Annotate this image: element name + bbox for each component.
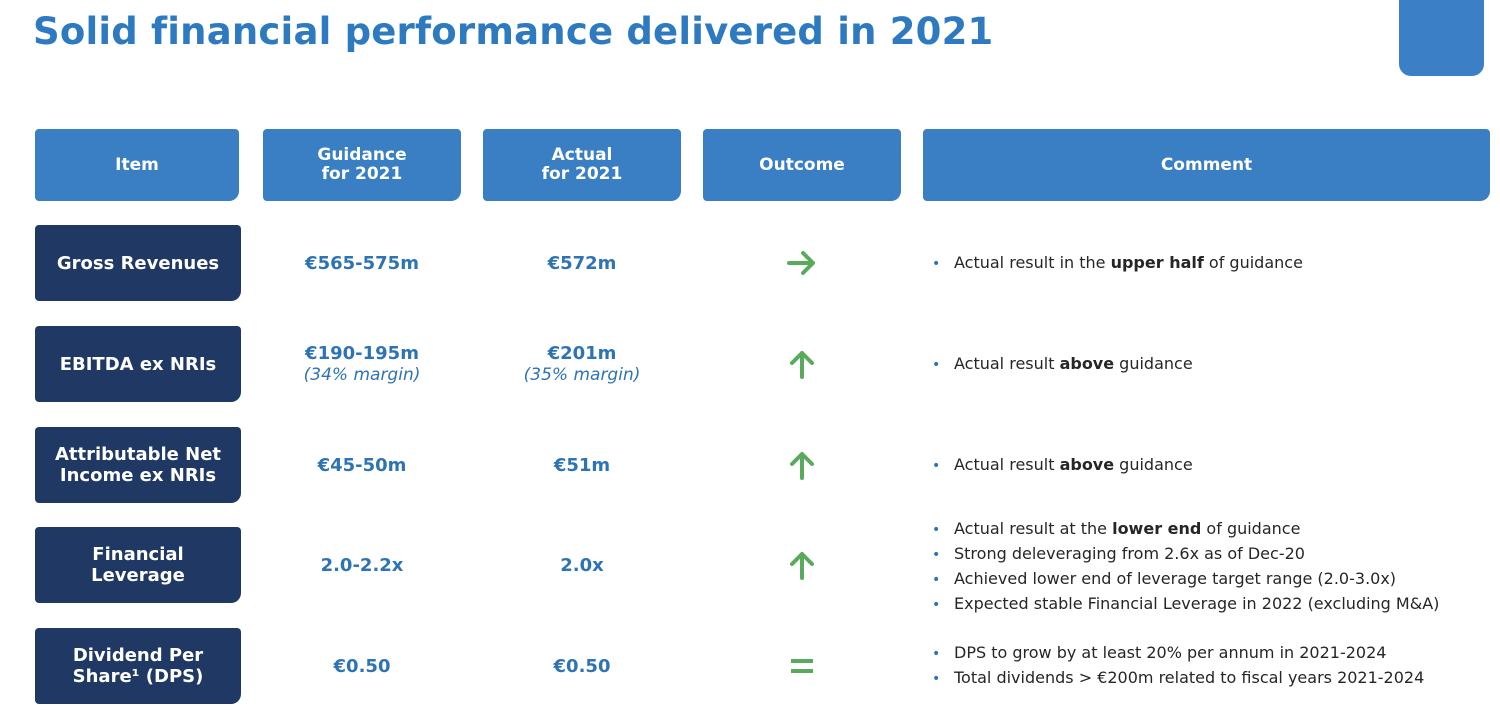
item-label-line2: Income ex NRIs (59, 465, 217, 486)
bullet-dot: • (932, 457, 941, 474)
bullet-dot: • (932, 597, 941, 613)
comment-bullet: • Actual result above guidance (930, 352, 1490, 377)
arrow-up-icon (790, 452, 814, 480)
header-actual-line1: Actual (551, 145, 613, 165)
guidance-value: €565-575m (305, 252, 419, 274)
header-comment: Comment (923, 129, 1490, 201)
comment-text: Achieved lower end of leverage target ra… (954, 569, 1397, 588)
comment-text: of guidance (1201, 519, 1301, 538)
guidance-cell: €565-575m (262, 225, 462, 301)
comment-bullet: • Strong deleveraging from 2.6x as of De… (930, 542, 1490, 567)
actual-sub: (35% margin) (523, 365, 641, 385)
guidance-cell: €0.50 (262, 628, 462, 704)
header-actual: Actual for 2021 (483, 129, 681, 201)
guidance-cell: 2.0-2.2x (262, 527, 462, 603)
guidance-cell: €190-195m (34% margin) (262, 326, 462, 402)
guidance-value: 2.0-2.2x (320, 554, 404, 576)
actual-value: €201m (547, 343, 617, 364)
actual-cell: 2.0x (482, 527, 682, 603)
comment-cell: • Actual result in the upper half of gui… (930, 225, 1490, 301)
guidance-value: €0.50 (333, 655, 391, 677)
actual-value: €572m (547, 252, 617, 274)
actual-value: €51m (553, 454, 611, 476)
actual-value: 2.0x (560, 554, 604, 576)
comment-text: Total dividends > €200m related to fisca… (954, 668, 1425, 687)
arrow-up-icon (790, 351, 814, 379)
bullet-dot: • (932, 356, 941, 373)
comment-bullet: • Achieved lower end of leverage target … (930, 567, 1490, 592)
comment-cell: • DPS to grow by at least 20% per annum … (930, 628, 1490, 704)
row-item: EBITDA ex NRIs (35, 326, 241, 402)
comment-cell: • Actual result above guidance (930, 326, 1490, 402)
bullet-dot: • (932, 572, 941, 588)
arrow-up-icon (790, 552, 814, 580)
guidance-value: €190-195m (305, 343, 419, 364)
bullet-dot: • (932, 522, 941, 538)
row-item: Gross Revenues (35, 225, 241, 301)
header-actual-line2: for 2021 (541, 164, 623, 184)
actual-cell: €51m (482, 427, 682, 503)
actual-cell: €201m (35% margin) (482, 326, 682, 402)
comment-bullet: • Expected stable Financial Leverage in … (930, 592, 1490, 617)
guidance-value: €45-50m (317, 454, 407, 476)
header-outcome: Outcome (703, 129, 901, 201)
comment-bold-text: upper half (1110, 252, 1204, 272)
comment-text: guidance (1114, 454, 1193, 474)
comment-text: Strong deleveraging from 2.6x as of Dec-… (954, 544, 1305, 563)
outcome-cell (702, 225, 902, 301)
header-outcome-label: Outcome (759, 154, 845, 175)
bullet-dot: • (932, 255, 941, 272)
comment-text: Actual result (954, 454, 1060, 474)
row-item: Financial Leverage (35, 527, 241, 603)
outcome-cell (702, 527, 902, 603)
comment-bold-text: above (1059, 353, 1115, 373)
item-label-line1: Dividend Per (72, 645, 204, 666)
item-label-line1: Attributable Net (54, 444, 222, 465)
actual-cell: €572m (482, 225, 682, 301)
bullet-dot: • (932, 671, 941, 687)
comment-cell: • Actual result at the lower end of guid… (930, 519, 1490, 613)
comment-bold-text: above (1059, 454, 1115, 474)
comment-bullet: • Actual result in the upper half of gui… (930, 251, 1490, 276)
comment-text: Actual result at the (954, 519, 1113, 538)
comment-bold-text: lower end (1112, 519, 1202, 538)
comment-bullet: • DPS to grow by at least 20% per annum … (930, 641, 1490, 666)
row-item: Attributable Net Income ex NRIs (35, 427, 241, 503)
item-label-line2: Leverage (91, 565, 185, 586)
bullet-dot: • (932, 646, 941, 662)
header-guidance-line1: Guidance (317, 145, 407, 165)
comment-cell: • Actual result above guidance (930, 427, 1490, 503)
header-guidance-line2: for 2021 (321, 164, 403, 184)
comment-bullet: • Actual result above guidance (930, 453, 1490, 478)
comment-text: guidance (1114, 353, 1193, 373)
comment-bullet: • Actual result at the lower end of guid… (930, 517, 1490, 542)
row-item: Dividend Per Share¹ (DPS) (35, 628, 241, 704)
comment-text: Actual result in the (954, 252, 1111, 272)
outcome-cell (702, 628, 902, 704)
actual-value: €0.50 (553, 655, 611, 677)
header-item: Item (35, 129, 239, 201)
outcome-cell (702, 427, 902, 503)
page-title: Solid financial performance delivered in… (33, 10, 994, 53)
header-item-label: Item (115, 154, 159, 175)
arrow-right-icon (787, 251, 815, 275)
equals-icon (791, 659, 813, 673)
comment-bullet: • Total dividends > €200m related to fis… (930, 666, 1490, 691)
item-label-line1: EBITDA ex NRIs (59, 353, 217, 375)
header-comment-label: Comment (1160, 154, 1253, 175)
corner-tab-decoration (1399, 0, 1484, 76)
actual-cell: €0.50 (482, 628, 682, 704)
item-label-line1: Gross Revenues (56, 252, 220, 274)
comment-text: Actual result (954, 353, 1060, 373)
guidance-sub: (34% margin) (303, 365, 421, 385)
outcome-cell (702, 326, 902, 402)
comment-text: Expected stable Financial Leverage in 20… (954, 594, 1440, 613)
guidance-cell: €45-50m (262, 427, 462, 503)
bullet-dot: • (932, 547, 941, 563)
comment-text: DPS to grow by at least 20% per annum in… (954, 643, 1387, 662)
item-label-line2: Share¹ (DPS) (72, 666, 204, 687)
item-label-line1: Financial (92, 544, 184, 565)
comment-text: of guidance (1203, 252, 1303, 272)
header-guidance: Guidance for 2021 (263, 129, 461, 201)
